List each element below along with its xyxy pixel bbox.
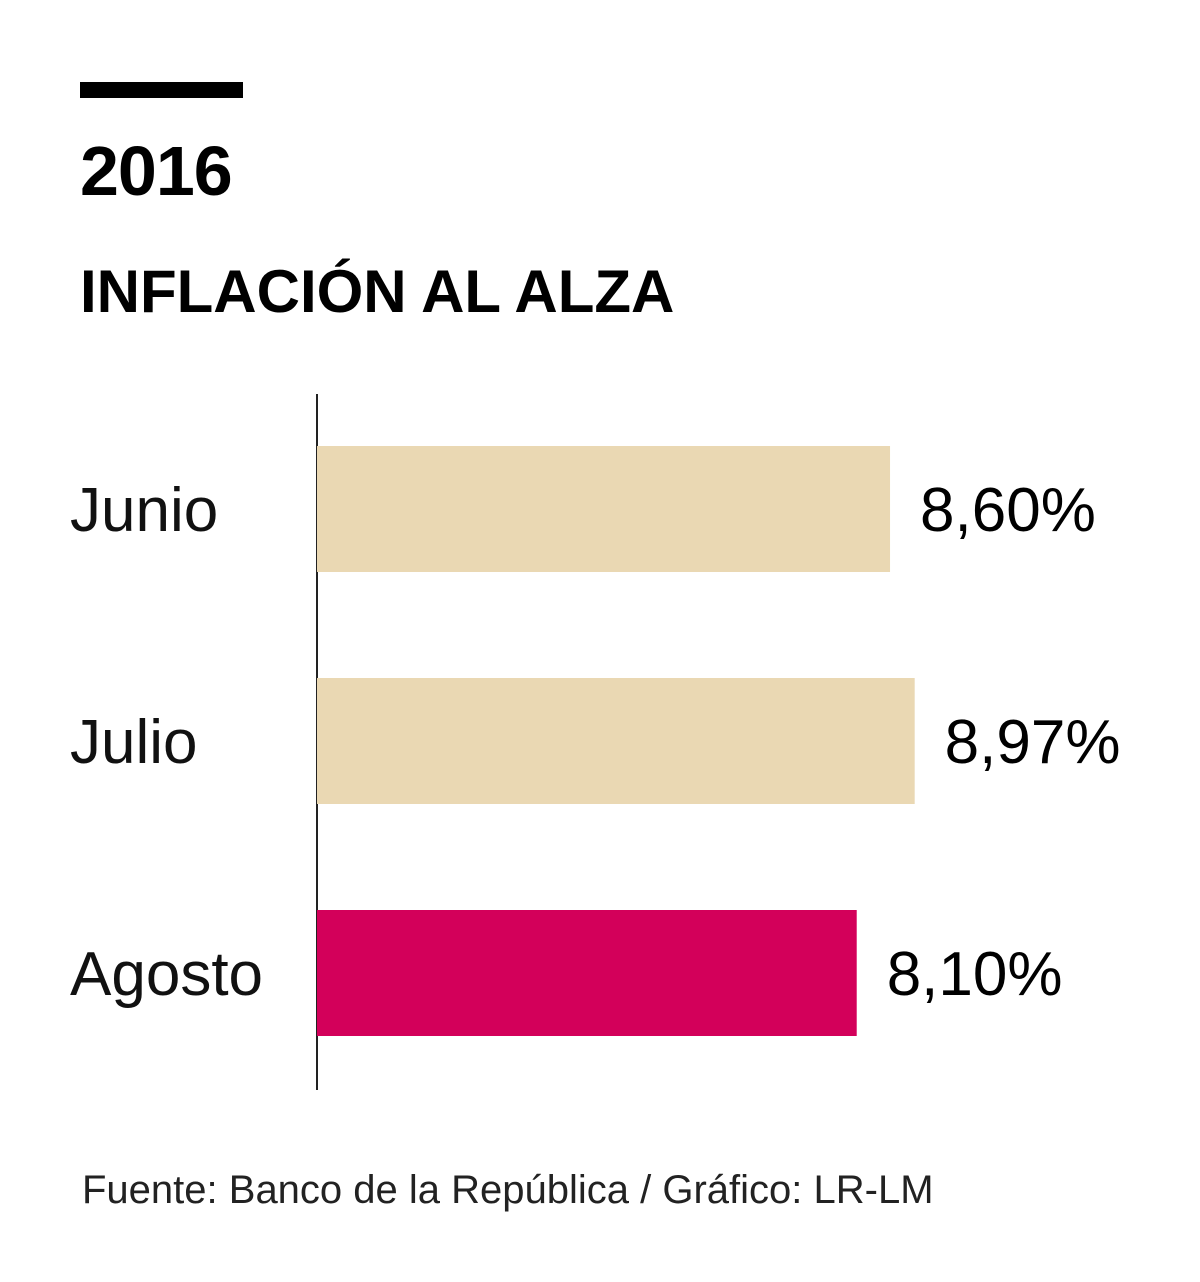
category-label-agosto: Agosto	[70, 940, 263, 1009]
source-note: Fuente: Banco de la República / Gráfico:…	[82, 1168, 934, 1212]
bar-chart: Junio 8,60% Julio 8,97% Agosto 8,10%	[70, 394, 1120, 1090]
value-label-junio: 8,60%	[920, 476, 1096, 545]
category-label-junio: Junio	[70, 476, 218, 545]
category-label-julio: Julio	[70, 708, 198, 777]
bar-agosto	[317, 910, 857, 1036]
bar-julio	[317, 678, 915, 804]
bars-group: Junio 8,60% Julio 8,97% Agosto 8,10%	[70, 446, 1120, 1036]
value-label-julio: 8,97%	[945, 708, 1121, 777]
top-rule	[80, 82, 243, 98]
chart-year: 2016	[80, 132, 233, 210]
value-label-agosto: 8,10%	[887, 940, 1063, 1009]
chart-title: INFLACIÓN AL ALZA	[80, 258, 675, 325]
bar-junio	[317, 446, 891, 572]
